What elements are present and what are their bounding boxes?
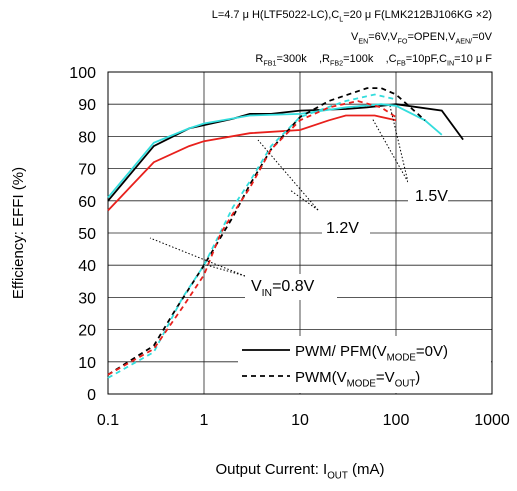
subscript: FB2 <box>330 59 343 67</box>
x-axis-label: Output Current: IOUT (mA) <box>216 461 385 482</box>
series-lines <box>107 87 464 379</box>
pointer-line <box>149 237 246 277</box>
x-tick-label: 10 <box>291 412 309 429</box>
x-tick-label: 1 <box>200 412 209 429</box>
legend-label: PWM(VMODE=VOUT) <box>295 369 420 390</box>
x-tick-label: 0.1 <box>97 412 119 429</box>
annotation: VIN=0.8V <box>251 278 315 299</box>
text-part: 1.5V <box>415 188 448 205</box>
x-tick-label: 1000 <box>474 412 510 429</box>
y-tick-label: 60 <box>78 194 96 211</box>
text-part: L=4.7 μ H(LTF5022-LC),C <box>212 9 340 21</box>
annotation-bg <box>322 214 370 240</box>
annotation-bg <box>245 274 337 300</box>
text-part: (mA) <box>348 461 385 478</box>
text-part: =0.8V <box>272 278 315 295</box>
y-tick-label: 50 <box>78 226 96 243</box>
text-part: =20 μ F(LMK212BJ106KG ×2) <box>343 9 492 21</box>
y-tick-label: 20 <box>78 323 96 340</box>
subscript: OUT <box>395 379 416 390</box>
text-part: =100k ,C <box>343 53 397 65</box>
pointer-line <box>202 263 246 277</box>
subscript: L <box>339 15 343 23</box>
subscript: FO <box>398 37 408 45</box>
header-line: RFB1=300k ,RFB2=100k ,CFB=10pF,CIN=10 μ … <box>255 53 492 67</box>
annotation-bg <box>408 180 448 206</box>
text-part: V <box>251 278 262 295</box>
text-part: =V <box>376 369 395 386</box>
y-tick-label: 0 <box>87 387 96 404</box>
plot-frame <box>107 71 493 395</box>
series-line <box>107 100 397 376</box>
y-tick-label: 30 <box>78 290 96 307</box>
pointer-line <box>289 189 319 211</box>
text-part: PWM/ PFM(V <box>295 343 387 360</box>
subscript: FB1 <box>263 59 276 67</box>
text-part: =10pF,C <box>406 53 447 65</box>
text-part: PWM(V <box>295 369 347 386</box>
text-part: Efficiency: EFFI (%) <box>10 167 27 299</box>
y-axis-label: Efficiency: EFFI (%) <box>10 167 27 299</box>
x-tick-label: 100 <box>383 412 410 429</box>
subscript: IN <box>262 288 272 299</box>
text-part: ) <box>415 369 420 386</box>
header-line: L=4.7 μ H(LTF5022-LC),CL=20 μ F(LMK212BJ… <box>212 9 492 23</box>
annotation: 1.5V <box>415 188 448 205</box>
text-part: R <box>255 53 263 65</box>
subscript: FB <box>397 59 406 67</box>
legend-bg <box>238 336 491 393</box>
text-part: 1.2V <box>326 220 359 237</box>
text-part: Output Current: I <box>216 461 328 478</box>
subscript: MODE <box>387 353 417 364</box>
subscript: IN <box>447 59 454 67</box>
y-tick-label: 10 <box>78 355 96 372</box>
series-line <box>107 87 426 376</box>
pointer-line <box>257 139 319 211</box>
overlays: 0 10 20 30 40 50 60 70 80 90 100 0.1 1 10 100 1000 1.5V 1… <box>10 9 510 482</box>
subscript: OUT <box>327 471 348 482</box>
text-part: =10 μ F <box>454 53 492 65</box>
text-part: =0V) <box>416 343 448 360</box>
pointer-line <box>389 105 409 183</box>
series-line <box>107 103 443 199</box>
text-part: =OPEN,V <box>407 31 456 43</box>
subscript: EN <box>358 37 368 45</box>
text-part: V <box>351 31 359 43</box>
series-line <box>107 114 397 212</box>
text-part: =300k ,R <box>276 53 330 65</box>
header-line: VEN=6V,VFO=OPEN,VAEN/=0V <box>351 31 493 45</box>
subscript: AEN/ <box>455 37 472 45</box>
text-part: =6V,V <box>368 31 398 43</box>
annotation: 1.2V <box>326 220 359 237</box>
y-tick-label: 100 <box>69 65 96 82</box>
series-line <box>107 93 397 379</box>
y-tick-label: 70 <box>78 162 96 179</box>
y-tick-label: 40 <box>78 258 96 275</box>
subscript: MODE <box>347 379 377 390</box>
y-tick-label: 80 <box>78 129 96 146</box>
y-tick-label: 90 <box>78 97 96 114</box>
text-part: =0V <box>472 31 493 43</box>
legend-label: PWM/ PFM(VMODE=0V) <box>295 343 448 364</box>
